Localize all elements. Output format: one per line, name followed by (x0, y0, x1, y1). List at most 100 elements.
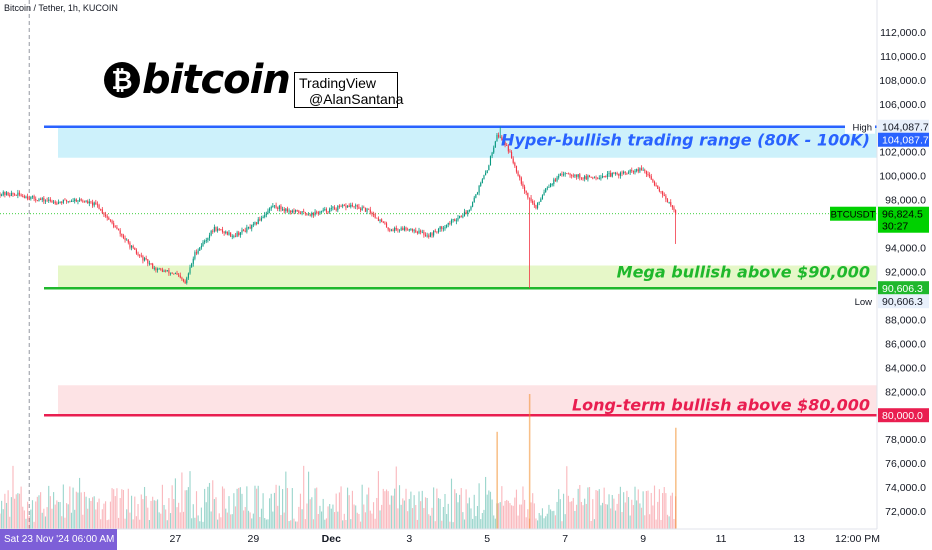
candle-body (603, 175, 605, 177)
candle-body (88, 201, 90, 204)
candle-body (441, 226, 443, 229)
volume-bar (610, 508, 612, 529)
volume-bar (593, 519, 595, 529)
volume-bar (543, 518, 545, 529)
candle-body (379, 219, 381, 222)
candle-body (121, 233, 123, 236)
price-label-value-3: 90,606.3 (882, 283, 923, 295)
candle-body (257, 219, 259, 224)
candle-body (9, 195, 11, 197)
price-axis-bg (877, 0, 932, 550)
candle-body (376, 217, 378, 219)
y-tick-label: 74,000.0 (885, 482, 926, 494)
volume-bar (28, 516, 30, 529)
volume-bar (317, 514, 319, 529)
candle-body (61, 202, 63, 203)
volume-bar (12, 465, 14, 529)
volume-bar (195, 491, 198, 529)
candle-body (163, 270, 165, 272)
candle-body (153, 268, 155, 269)
volume-bar (605, 504, 607, 529)
candle-body (442, 228, 444, 230)
volume-bar (649, 514, 651, 529)
candle-body (658, 188, 660, 192)
volume-bar (424, 497, 427, 529)
volume-bar (454, 489, 456, 529)
candle-body (377, 218, 379, 222)
volume-bar (204, 488, 206, 529)
volume-bar (537, 520, 539, 529)
candle-body (79, 199, 81, 201)
volume-bar (106, 520, 108, 529)
candle-body (269, 208, 271, 211)
candle-body (150, 263, 152, 265)
candle-body (502, 140, 505, 142)
volume-bar (595, 490, 597, 529)
volume-bar (277, 505, 279, 529)
candle-body (158, 268, 160, 270)
candle-body (618, 173, 620, 176)
volume-bar (506, 499, 508, 529)
volume-bar (109, 501, 112, 529)
volume-bar (82, 514, 84, 529)
volume-bar (4, 493, 6, 529)
volume-bar (145, 495, 147, 529)
candle-body (407, 229, 409, 231)
volume-bar (608, 494, 610, 529)
candle-body (320, 210, 323, 212)
volume-bar (126, 509, 128, 529)
volume-bar (122, 489, 124, 529)
volume-bar (329, 504, 331, 529)
candle-body (363, 207, 365, 209)
candle-body (597, 177, 599, 179)
candle-body (322, 209, 324, 211)
volume-bar (205, 502, 207, 529)
candle-body (117, 229, 120, 231)
volume-bar (256, 488, 258, 529)
candle-body (92, 202, 94, 206)
volume-bar (580, 501, 582, 529)
candle-body (524, 186, 526, 192)
candle-body (355, 205, 357, 207)
candle-body (238, 232, 240, 236)
volume-bar (35, 501, 37, 529)
volume-bar (368, 487, 370, 529)
candle-body (450, 219, 453, 224)
candle-body (606, 173, 608, 177)
candle-body (247, 227, 250, 228)
volume-bar (264, 518, 266, 529)
volume-bar (132, 519, 134, 529)
candle-body (652, 179, 654, 182)
candle-body (416, 231, 418, 234)
volume-bar (174, 478, 176, 529)
volume-bar (306, 503, 308, 529)
volume-bar (413, 495, 415, 529)
candle-body (74, 199, 76, 202)
volume-bar (117, 517, 120, 529)
candle-body (14, 194, 16, 196)
candle-body (304, 212, 306, 214)
author-handle: @AlanSantana (309, 91, 404, 107)
candle-body (600, 177, 602, 179)
volume-bar (22, 506, 24, 529)
volume-bar (230, 514, 232, 529)
volume-bar (236, 488, 238, 529)
candle-body (106, 215, 108, 218)
candle-body (424, 234, 427, 236)
candle-body (537, 202, 539, 209)
volume-bar (41, 512, 43, 529)
volume-bar (619, 486, 621, 529)
candle-body (564, 173, 566, 175)
candle-body (109, 219, 112, 221)
candle-body (446, 224, 448, 228)
symbol-tag-text: BTCUSDT (831, 210, 876, 221)
candle-body (275, 205, 277, 208)
candle-body (301, 211, 303, 214)
volume-bar (402, 498, 404, 529)
candle-body (239, 232, 241, 236)
candle-body (507, 145, 509, 152)
candle-body (75, 199, 77, 202)
candle-body (296, 210, 298, 211)
